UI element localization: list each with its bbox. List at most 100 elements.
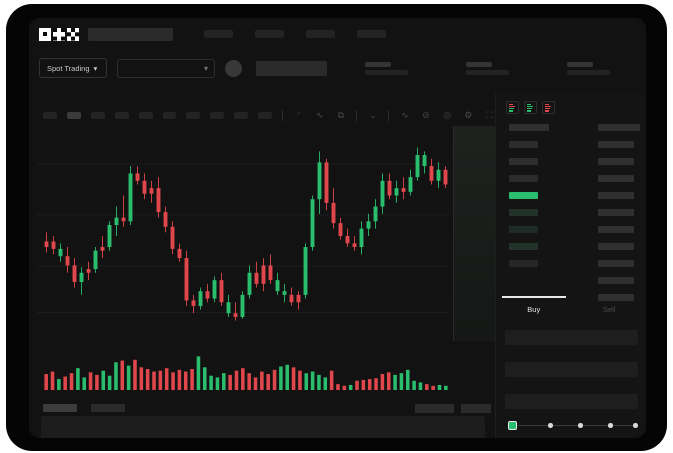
magnet-icon[interactable]: ⊘ bbox=[422, 109, 430, 120]
volume-bar bbox=[291, 367, 296, 390]
compare-icon[interactable]: ⧉ bbox=[337, 109, 345, 120]
volume-bar bbox=[234, 370, 239, 390]
chevron-down-icon: ▾ bbox=[93, 63, 98, 73]
chart-toolbar: ⸍ ∿ ⧉ ⌄ ∿ ⊘ ◎ ⚙ ⛶ bbox=[29, 104, 495, 126]
timeframe-button-0[interactable] bbox=[43, 111, 57, 119]
candle bbox=[289, 294, 294, 303]
order-book-bid-row[interactable] bbox=[509, 260, 538, 267]
slider-step-25[interactable] bbox=[548, 423, 553, 428]
orders-action-1[interactable] bbox=[461, 404, 491, 413]
volume-bar bbox=[183, 371, 188, 390]
slider-track bbox=[510, 425, 636, 426]
order-book-rows[interactable] bbox=[496, 120, 646, 301]
camera-icon[interactable]: ◎ bbox=[443, 109, 452, 120]
nav-item-2[interactable] bbox=[306, 30, 335, 38]
total-field[interactable] bbox=[505, 394, 638, 409]
volume-bar bbox=[152, 371, 156, 390]
order-book-bid-row[interactable] bbox=[509, 209, 538, 216]
order-book-ask-row[interactable] bbox=[509, 158, 538, 165]
tab-buy-label: Buy bbox=[527, 304, 541, 314]
volume-bar bbox=[380, 374, 385, 390]
last-price bbox=[256, 60, 327, 76]
volume-bar bbox=[444, 385, 448, 390]
amount-slider[interactable] bbox=[508, 421, 638, 430]
volume-bar bbox=[114, 362, 118, 390]
timeframe-button-2[interactable] bbox=[90, 111, 105, 119]
volume-bar bbox=[399, 373, 404, 390]
search-input[interactable] bbox=[88, 27, 173, 41]
candlestick-chart[interactable] bbox=[29, 126, 495, 338]
order-book-ask-row[interactable] bbox=[509, 124, 549, 131]
tab-order-history[interactable] bbox=[91, 404, 125, 412]
timeframe-button-1[interactable] bbox=[66, 111, 81, 119]
main-nav bbox=[204, 30, 386, 38]
orders-action-0[interactable] bbox=[415, 404, 454, 413]
candle bbox=[254, 272, 259, 284]
amount-field[interactable] bbox=[505, 362, 638, 377]
timeframe-button-4[interactable] bbox=[138, 111, 153, 119]
slider-step-75[interactable] bbox=[608, 423, 613, 428]
order-book-spread-row[interactable] bbox=[509, 192, 538, 199]
slider-step-100[interactable] bbox=[633, 423, 638, 428]
volume-bar bbox=[412, 380, 416, 390]
wave-icon[interactable]: ∿ bbox=[401, 109, 409, 120]
tab-open-orders[interactable] bbox=[43, 404, 77, 420]
order-book-bid-row[interactable] bbox=[509, 226, 538, 233]
tab-buy[interactable]: Buy bbox=[496, 296, 572, 318]
fullscreen-icon[interactable]: ⛶ bbox=[486, 109, 493, 120]
candle bbox=[352, 243, 357, 248]
volume-bar bbox=[374, 378, 378, 390]
volume-bar bbox=[298, 370, 302, 390]
volume-bar bbox=[126, 365, 131, 390]
volume-bar bbox=[139, 367, 144, 390]
slider-handle[interactable] bbox=[508, 421, 517, 430]
okx-logo[interactable] bbox=[39, 27, 79, 41]
pair-select[interactable]: ▾ bbox=[117, 58, 215, 78]
candle bbox=[268, 265, 273, 281]
order-book-ask-row[interactable] bbox=[509, 141, 538, 148]
chevron-down-icon[interactable]: ⌄ bbox=[369, 109, 377, 120]
nav-item-1[interactable] bbox=[255, 30, 284, 38]
volume-bar bbox=[342, 385, 347, 390]
market-subheader: Spot Trading ▾ ▾ bbox=[29, 52, 646, 84]
volume-bar bbox=[253, 377, 258, 390]
timeframe-button-9[interactable] bbox=[258, 111, 273, 119]
bids-depth-icon[interactable] bbox=[524, 101, 537, 114]
indicator-icon[interactable]: ∿ bbox=[315, 109, 324, 120]
tab-sell[interactable]: Sell bbox=[572, 296, 647, 318]
volume-bar bbox=[348, 384, 353, 390]
timeframe-button-8[interactable] bbox=[234, 111, 249, 119]
candle bbox=[44, 241, 49, 248]
timeframe-button-3[interactable] bbox=[114, 111, 129, 119]
order-book-ask-row[interactable] bbox=[509, 175, 538, 182]
nav-item-0[interactable] bbox=[204, 30, 233, 38]
trade-history-row bbox=[598, 209, 634, 216]
candle bbox=[142, 180, 147, 194]
volume-bar bbox=[260, 371, 264, 390]
timeframe-button-5[interactable] bbox=[162, 111, 177, 119]
candle bbox=[170, 226, 175, 249]
candle bbox=[359, 228, 364, 248]
price-field[interactable] bbox=[505, 330, 638, 345]
candle bbox=[107, 224, 112, 248]
volume-bar bbox=[425, 384, 429, 390]
candle bbox=[149, 188, 154, 194]
volume-bar bbox=[82, 377, 87, 390]
trading-mode-select[interactable]: Spot Trading ▾ bbox=[39, 58, 107, 78]
volume-bar bbox=[171, 372, 175, 390]
candle bbox=[128, 173, 133, 222]
timeframe-button-6[interactable] bbox=[186, 111, 201, 119]
line-chart-icon[interactable]: ⸍ bbox=[296, 109, 301, 120]
trade-history-row bbox=[598, 124, 640, 131]
both-depth-icon[interactable] bbox=[506, 101, 519, 114]
asks-depth-icon[interactable] bbox=[542, 101, 555, 114]
volume-bar bbox=[76, 368, 80, 390]
orders-table-row bbox=[41, 416, 485, 438]
slider-step-50[interactable] bbox=[578, 423, 583, 428]
order-book-bid-row[interactable] bbox=[509, 243, 538, 250]
candle bbox=[317, 162, 322, 200]
timeframe-button-7[interactable] bbox=[210, 111, 225, 119]
volume-bar bbox=[190, 369, 194, 390]
nav-item-3[interactable] bbox=[357, 30, 386, 38]
settings-icon[interactable]: ⚙ bbox=[464, 109, 473, 120]
